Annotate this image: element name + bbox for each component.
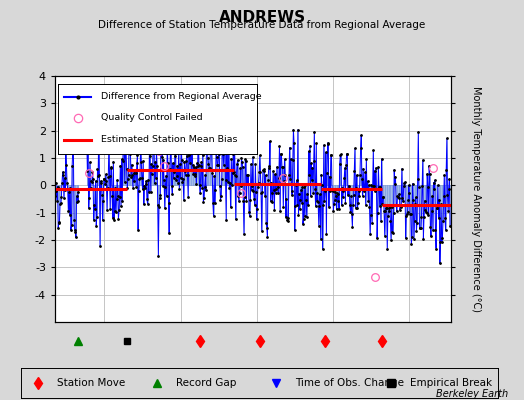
Text: Time of Obs. Change: Time of Obs. Change (295, 378, 404, 388)
Text: Difference from Regional Average: Difference from Regional Average (102, 92, 262, 101)
Text: Estimated Station Mean Bias: Estimated Station Mean Bias (102, 136, 238, 144)
Text: Berkeley Earth: Berkeley Earth (436, 389, 508, 399)
Text: Empirical Break: Empirical Break (410, 378, 492, 388)
Text: Record Gap: Record Gap (176, 378, 236, 388)
Text: Station Move: Station Move (57, 378, 125, 388)
Text: ANDREWS: ANDREWS (219, 10, 305, 25)
Text: Quality Control Failed: Quality Control Failed (102, 113, 203, 122)
Text: Difference of Station Temperature Data from Regional Average: Difference of Station Temperature Data f… (99, 20, 425, 30)
Y-axis label: Monthly Temperature Anomaly Difference (°C): Monthly Temperature Anomaly Difference (… (471, 86, 481, 312)
